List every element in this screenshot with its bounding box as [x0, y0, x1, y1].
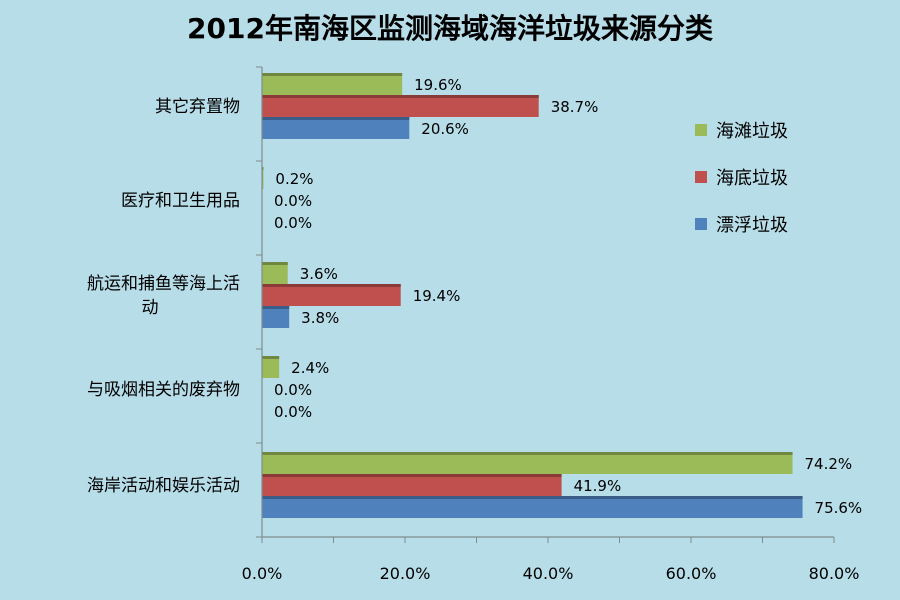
data-label-3-0: 2.4%: [291, 359, 329, 377]
data-label-2-1: 19.4%: [413, 287, 461, 305]
data-label-2-2: 3.8%: [301, 309, 339, 327]
data-label-0-2: 20.6%: [421, 120, 469, 138]
x-tick-label-1: 20.0%: [380, 564, 431, 583]
bar-4-2: [262, 496, 803, 518]
data-label-0-0: 19.6%: [414, 76, 462, 94]
category-label-4: 海岸活动和娱乐活动: [87, 476, 240, 496]
bar-shadow-2-2: [262, 306, 290, 309]
data-label-1-0: 0.2%: [275, 170, 313, 188]
bar-shadow-4-2: [262, 496, 803, 499]
bar-4-1: [262, 474, 562, 496]
x-tick-label-0: 0.0%: [242, 564, 283, 583]
bar-shadow-2-1: [262, 284, 401, 287]
bar-shadow-0-2: [262, 117, 410, 120]
legend-label-1: 海底垃圾: [716, 168, 788, 189]
bar-shadow-0-0: [262, 73, 403, 76]
bar-shadow-2-0: [262, 262, 288, 265]
bar-shadow-0-1: [262, 95, 539, 98]
category-label-3: 与吸烟相关的废弃物: [87, 380, 240, 400]
bar-0-1: [262, 95, 539, 117]
bars-layer: 19.6% 38.7% 20.6% 0.2% 0.0% 0.0% 3.6% 19.4% 3.8%…: [262, 73, 862, 518]
bar-0-0: [262, 73, 403, 95]
bar-shadow-4-1: [262, 474, 562, 477]
bar-2-0: [262, 262, 288, 284]
data-label-4-0: 74.2%: [805, 455, 853, 473]
legend-swatch-1: [695, 171, 707, 183]
legend-swatch-0: [695, 124, 707, 136]
legend-swatch-2: [695, 218, 707, 230]
bar-shadow-1-0: [262, 167, 264, 170]
data-label-3-2: 0.0%: [274, 403, 312, 421]
category-label-2-line-0: 航运和捕鱼等海上活: [87, 274, 240, 294]
bar-3-0: [262, 356, 280, 378]
data-label-2-0: 3.6%: [300, 265, 338, 283]
chart-title: 2012年南海区监测海域海洋垃圾来源分类: [187, 12, 713, 45]
legend-label-0: 海滩垃圾: [716, 121, 788, 142]
bar-2-2: [262, 306, 290, 328]
data-label-3-1: 0.0%: [274, 381, 312, 399]
bar-1-0: [262, 167, 264, 189]
bar-shadow-4-0: [262, 452, 793, 455]
category-label-1: 医疗和卫生用品: [121, 191, 240, 211]
data-label-4-1: 41.9%: [574, 477, 622, 495]
bar-2-1: [262, 284, 401, 306]
bar-shadow-3-0: [262, 356, 280, 359]
x-tick-label-3: 60.0%: [666, 564, 717, 583]
data-label-1-2: 0.0%: [274, 214, 312, 232]
category-label-0: 其它弃置物: [155, 97, 240, 117]
bar-4-0: [262, 452, 793, 474]
data-label-0-1: 38.7%: [551, 98, 599, 116]
axis-layer: 其它弃置物医疗和卫生用品航运和捕鱼等海上活动与吸烟相关的废弃物海岸活动和娱乐活动…: [87, 66, 860, 583]
x-tick-label-2: 40.0%: [523, 564, 574, 583]
category-label-2-line-1: 动: [142, 298, 159, 318]
legend-label-2: 漂浮垃圾: [716, 215, 788, 236]
data-label-4-2: 75.6%: [815, 499, 863, 517]
data-label-1-1: 0.0%: [274, 192, 312, 210]
bar-0-2: [262, 117, 410, 139]
x-tick-label-4: 80.0%: [809, 564, 860, 583]
